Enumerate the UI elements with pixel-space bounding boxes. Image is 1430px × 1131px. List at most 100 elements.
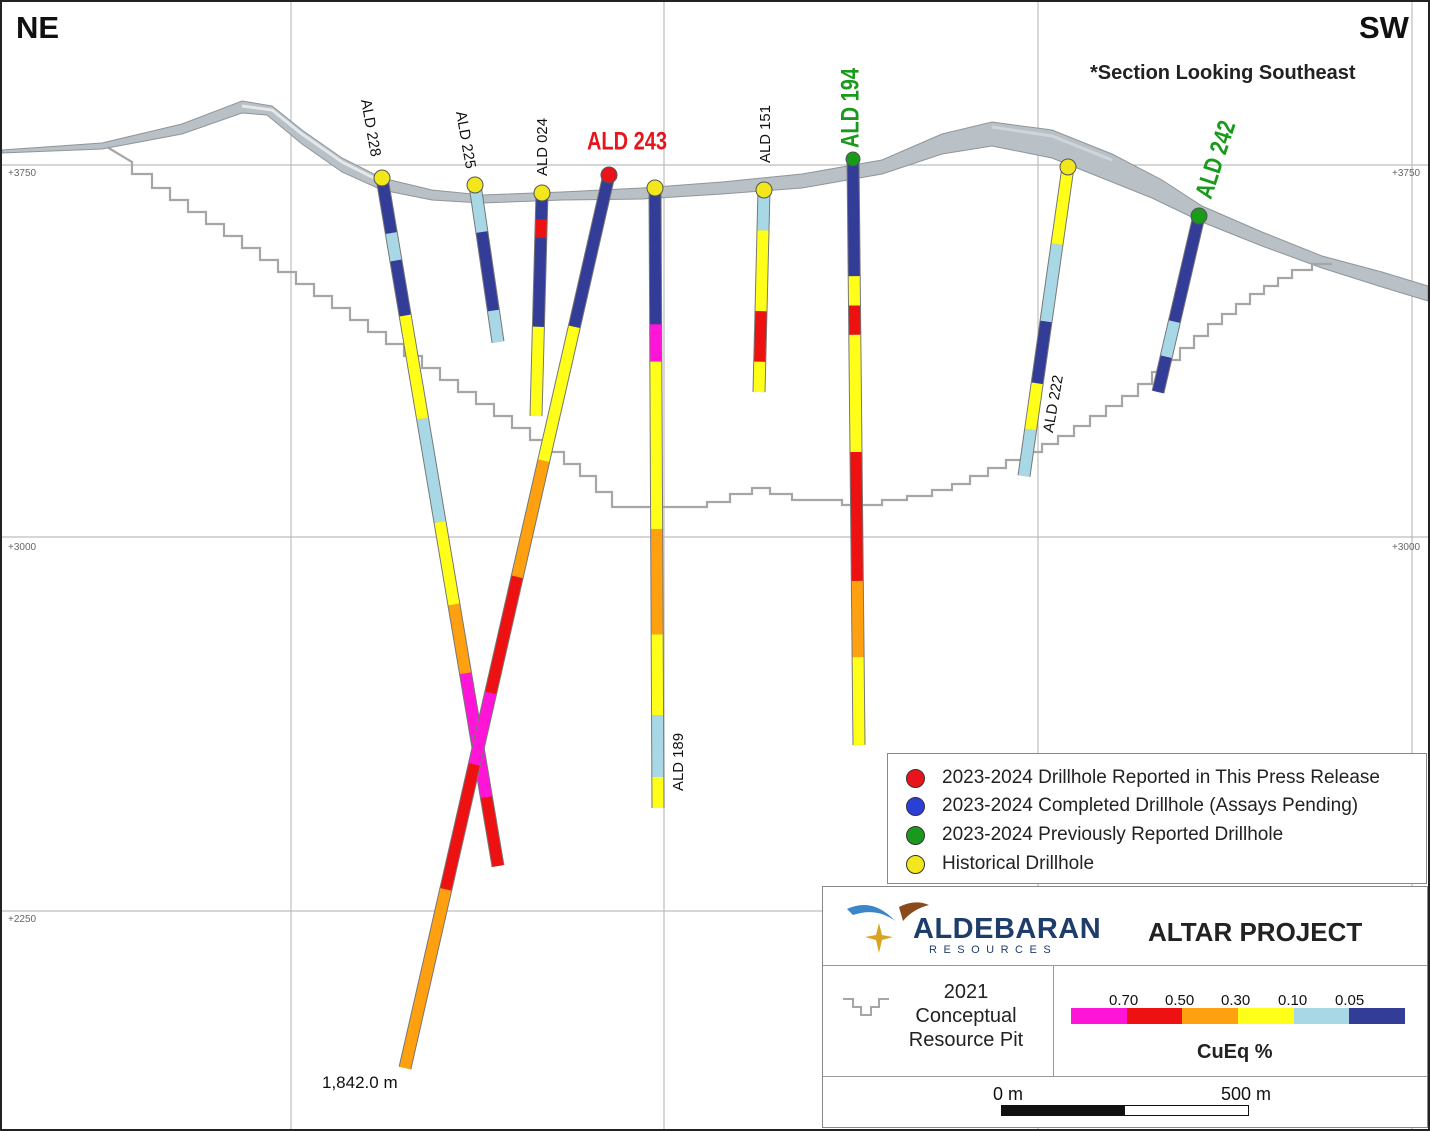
grade-interval	[849, 334, 862, 453]
scale-bar-segment	[1125, 1106, 1248, 1115]
hole-label: ALD 151	[757, 105, 774, 163]
drillhole-trace-ald-024	[529, 192, 549, 417]
elevation-label-3000-left: +3000	[8, 542, 37, 553]
hole-label: ALD 189	[670, 733, 687, 791]
grade-interval	[385, 232, 402, 262]
pit-label-line: Conceptual	[915, 1005, 1017, 1027]
legend-label: 2023-2024 Drillhole Reported in This Pre…	[942, 767, 1380, 788]
hole-label: ALD 242	[1190, 117, 1241, 202]
scale-start-label: 0 m	[993, 1084, 1024, 1104]
legend-item-reported: 2023-2024 Drillhole Reported in This Pre…	[906, 766, 1380, 790]
grade-color-swatch	[1238, 1008, 1294, 1024]
elevation-label-2250-left: +2250	[8, 914, 37, 925]
grade-interval	[530, 326, 544, 417]
direction-ne-label: NE	[16, 10, 60, 45]
scale-bar	[1001, 1105, 1249, 1116]
grade-interval	[538, 325, 580, 462]
divider	[1053, 965, 1054, 1076]
grade-tick-label: 0.05	[1335, 992, 1365, 1009]
collar-marker	[1059, 158, 1077, 176]
grade-color-swatch	[1126, 1008, 1183, 1024]
grade-color-swatch	[1293, 1008, 1350, 1024]
grade-color-swatch	[1349, 1008, 1406, 1024]
yellow-dot-icon	[906, 854, 925, 874]
company-subtitle: RESOURCES	[929, 944, 1058, 956]
grade-interval	[434, 521, 460, 606]
grade-interval	[1040, 243, 1063, 323]
grade-color-swatch	[1182, 1008, 1239, 1024]
drillhole-trace-ald-243	[398, 173, 616, 1070]
grade-interval	[420, 888, 452, 980]
grade-interval	[847, 158, 860, 277]
divider	[823, 965, 1427, 966]
legend-label: Historical Drillhole	[942, 853, 1095, 874]
grade-unit-label: CuEq %	[1197, 1041, 1273, 1063]
max-depth-label: 1,842.0 m	[322, 1073, 398, 1092]
grade-interval	[1031, 320, 1052, 385]
grade-interval	[476, 231, 499, 312]
grade-color-bar	[1071, 1008, 1406, 1024]
grade-interval	[417, 417, 446, 523]
topography-surface	[2, 100, 1428, 302]
grade-interval	[852, 657, 865, 746]
hole-label: ALD 228	[357, 98, 384, 158]
grade-interval	[468, 691, 497, 766]
grade-interval	[755, 230, 769, 312]
drillhole-trace-ald-222	[1017, 166, 1075, 477]
grade-interval	[480, 796, 504, 867]
drillhole-trace-ald-189	[648, 187, 665, 809]
drillhole-trace-ald-151	[752, 189, 771, 393]
grade-interval	[1025, 382, 1043, 431]
collar-marker	[845, 151, 861, 167]
collar-marker	[755, 181, 773, 199]
grade-interval	[651, 528, 663, 635]
hole-label: ALD 194	[837, 68, 865, 148]
grade-interval	[650, 361, 663, 530]
project-title: ALTAR PROJECT	[1148, 917, 1363, 947]
section-note: *Section Looking Southeast	[1090, 62, 1356, 84]
drillhole-trace-ald-242	[1151, 214, 1206, 394]
scale-end-label: 500 m	[1221, 1084, 1272, 1104]
legend-label: 2023-2024 Completed Drillhole (Assays Pe…	[942, 795, 1359, 816]
grade-tick-label: 0.70	[1109, 992, 1139, 1009]
grade-interval	[851, 580, 864, 658]
blue-dot-icon	[906, 796, 925, 816]
direction-sw-label: SW	[1359, 10, 1409, 45]
legend: 2023-2024 Drillhole Reported in This Pre…	[887, 753, 1427, 884]
grade-interval	[399, 977, 431, 1070]
grade-interval	[440, 763, 480, 891]
grade-tick-label: 0.10	[1278, 992, 1308, 1009]
grade-interval	[568, 173, 615, 329]
company-name: ALDEBARAN	[913, 913, 1102, 945]
collar-marker	[646, 179, 664, 197]
collar-marker	[600, 166, 618, 184]
pit-label-line: 2021	[943, 981, 989, 1003]
collar-marker	[533, 184, 551, 202]
grade-interval	[1018, 428, 1037, 477]
grade-tick-label: 0.30	[1221, 992, 1251, 1009]
collar-marker	[373, 169, 391, 187]
grade-interval	[390, 259, 411, 317]
elevation-label-3750-right: +3750	[1392, 168, 1421, 179]
grade-interval	[1051, 166, 1074, 246]
red-dot-icon	[906, 768, 925, 788]
drillholes	[375, 158, 1206, 1070]
scale-bar-segment	[1002, 1106, 1125, 1115]
drillhole-trace-ald-194	[846, 158, 866, 746]
grade-interval	[1160, 320, 1180, 359]
legend-item-pending: 2023-2024 Completed Drillhole (Assays Pe…	[906, 794, 1358, 818]
pit-label-line: Resource Pit	[908, 1029, 1024, 1051]
grade-interval	[532, 237, 547, 327]
grade-interval	[485, 575, 523, 695]
grade-interval	[850, 451, 863, 581]
grade-interval	[1152, 355, 1172, 394]
legend-label: 2023-2024 Previously Reported Drillhole	[942, 824, 1284, 845]
pit-symbol-icon	[843, 998, 889, 1016]
hole-label: ALD 222	[1040, 374, 1067, 434]
collar-marker	[1190, 207, 1208, 225]
grade-tick-label: 0.50	[1165, 992, 1195, 1009]
grade-color-swatch	[1071, 1008, 1127, 1024]
drillhole-trace-ald-225	[468, 184, 505, 343]
